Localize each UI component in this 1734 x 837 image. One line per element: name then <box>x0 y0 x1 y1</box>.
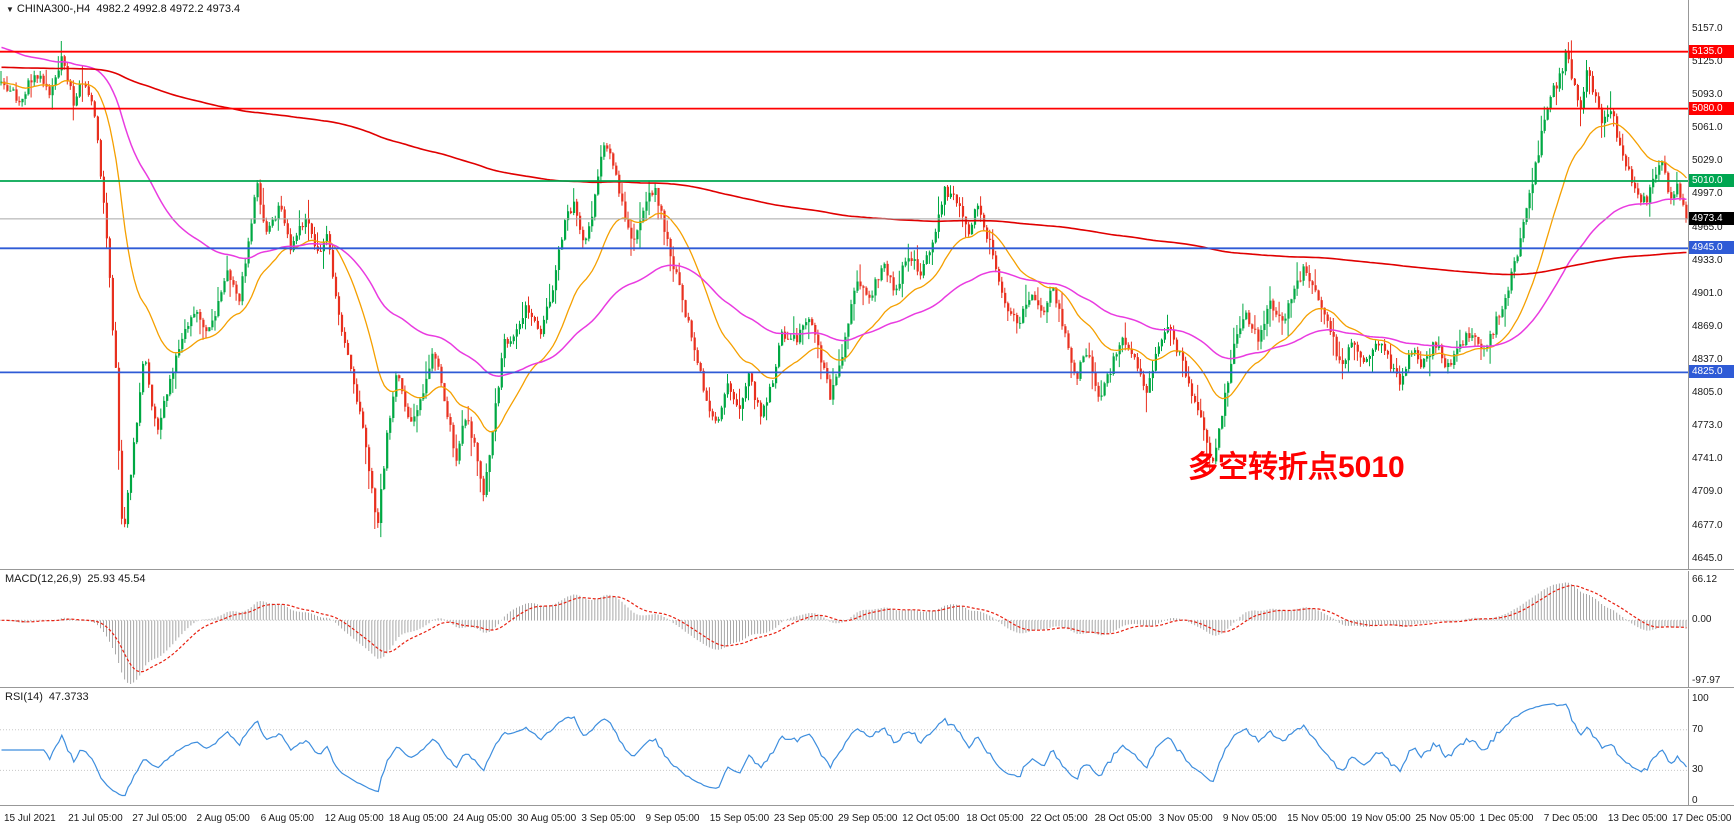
rsi-tick-label: 0 <box>1692 794 1698 806</box>
price-chart-panel[interactable]: ▼ CHINA300-,H4 4982.2 4992.8 4972.2 4973.… <box>0 0 1734 570</box>
time-tick-label: 7 Dec 05:00 <box>1543 813 1598 824</box>
ohlc-values: 4982.2 4992.8 4972.2 4973.4 <box>96 3 241 15</box>
price-tick-label: 5093.0 <box>1692 89 1723 101</box>
rsi-plot[interactable] <box>0 689 1688 806</box>
price-tick-label: 5157.0 <box>1692 22 1723 34</box>
price-tick-label: 4837.0 <box>1692 354 1723 365</box>
price-tick-label: 4997.0 <box>1692 188 1723 200</box>
pivot-price-badge: 5010.0 <box>1689 174 1734 188</box>
time-tick-label: 24 Aug 05:00 <box>453 813 513 824</box>
chart-annotation-text: 多空转折点5010 <box>1188 451 1405 484</box>
price-tick-label: 4933.0 <box>1692 254 1723 266</box>
time-tick-label: 28 Oct 05:00 <box>1094 813 1152 824</box>
time-tick-label: 30 Aug 05:00 <box>517 813 577 824</box>
time-tick-label: 15 Jul 2021 <box>4 813 56 824</box>
support-price-badge: 4945.0 <box>1689 241 1734 255</box>
macd-tick-label: 0.00 <box>1692 614 1712 626</box>
time-tick-label: 3 Sep 05:00 <box>581 813 636 824</box>
time-tick-label: 6 Aug 05:00 <box>260 813 314 824</box>
time-tick-label: 22 Oct 05:00 <box>1030 813 1088 824</box>
macd-indicator-panel[interactable]: MACD(12,26,9) 25.93 45.54 66.12 0.00 -97.97 <box>0 571 1734 688</box>
price-tick-label: 5125.0 <box>1692 56 1723 68</box>
price-tick-label: 4901.0 <box>1692 287 1723 299</box>
resistance-price-badge: 5135.0 <box>1689 44 1734 58</box>
support-price-badge: 4825.0 <box>1689 365 1734 379</box>
time-tick-label: 21 Jul 05:00 <box>68 813 123 824</box>
time-tick-label: 15 Sep 05:00 <box>709 813 770 824</box>
macd-scale[interactable]: 66.12 0.00 -97.97 <box>1688 571 1734 687</box>
price-tick-label: 4805.0 <box>1692 387 1723 399</box>
price-scale[interactable]: 5157.0 5125.0 5093.0 5061.0 5029.0 4997.0 4965… <box>1688 0 1734 569</box>
price-tick-label: 4677.0 <box>1692 519 1723 531</box>
time-tick-label: 9 Nov 05:00 <box>1222 813 1277 824</box>
time-tick-label: 29 Sep 05:00 <box>838 813 898 824</box>
time-tick-label: 18 Oct 05:00 <box>966 813 1024 824</box>
time-tick-label: 9 Sep 05:00 <box>645 813 700 824</box>
time-tick-label: 23 Sep 05:00 <box>773 813 834 824</box>
price-tick-label: 4741.0 <box>1692 453 1723 465</box>
symbol-info-line: ▼ CHINA300-,H4 4982.2 4992.8 4972.2 4973.… <box>6 3 240 15</box>
time-tick-label: 25 Nov 05:00 <box>1415 813 1475 824</box>
rsi-tick-label: 30 <box>1692 764 1704 776</box>
time-tick-label: 27 Jul 05:00 <box>132 813 187 824</box>
time-tick-label: 18 Aug 05:00 <box>388 813 448 824</box>
macd-tick-label: 66.12 <box>1692 573 1718 585</box>
price-tick-label: 4869.0 <box>1692 320 1723 332</box>
rsi-value: 47.3733 <box>48 691 89 703</box>
macd-label: MACD(12,26,9) 25.93 45.54 <box>5 573 146 585</box>
rsi-tick-label: 100 <box>1692 693 1709 705</box>
time-tick-label: 15 Nov 05:00 <box>1287 813 1347 824</box>
current-price-badge: 4973.4 <box>1689 211 1734 225</box>
rsi-label: RSI(14) 47.3733 <box>5 691 89 703</box>
time-tick-label: 17 Dec 05:00 <box>1672 813 1732 824</box>
price-tick-label: 4965.0 <box>1692 221 1723 233</box>
time-tick-label: 12 Oct 05:00 <box>902 813 960 824</box>
time-tick-label: 12 Aug 05:00 <box>324 813 384 824</box>
rsi-scale[interactable]: 100 70 30 0 <box>1688 689 1734 806</box>
symbol-marker-icon[interactable]: ▼ <box>6 5 14 14</box>
time-tick-label: 1 Dec 05:00 <box>1479 813 1534 824</box>
rsi-tick-label: 70 <box>1692 723 1704 735</box>
time-tick-label: 2 Aug 05:00 <box>196 813 250 824</box>
price-tick-label: 4773.0 <box>1692 420 1723 432</box>
price-tick-label: 5061.0 <box>1692 122 1723 134</box>
symbol-timeframe-label: CHINA300-,H4 <box>16 3 91 15</box>
time-tick-label: 13 Dec 05:00 <box>1607 813 1668 824</box>
macd-tick-label: -97.97 <box>1692 674 1721 686</box>
macd-values: 25.93 45.54 <box>87 573 146 585</box>
price-tick-label: 4709.0 <box>1692 486 1723 498</box>
time-tick-label: 3 Nov 05:00 <box>1158 813 1213 824</box>
time-tick-label: 19 Nov 05:00 <box>1351 813 1411 824</box>
resistance-price-badge: 5080.0 <box>1689 101 1734 115</box>
price-tick-label: 5029.0 <box>1692 155 1723 167</box>
candlestick-plot[interactable] <box>0 0 1688 570</box>
rsi-indicator-panel[interactable]: RSI(14) 47.3733 100 70 30 0 <box>0 689 1734 806</box>
macd-plot[interactable] <box>0 571 1688 688</box>
price-tick-label: 4645.0 <box>1692 552 1723 564</box>
time-axis[interactable]: 15 Jul 2021 21 Jul 05:00 27 Jul 05:00 2 Aug… <box>0 807 1734 837</box>
